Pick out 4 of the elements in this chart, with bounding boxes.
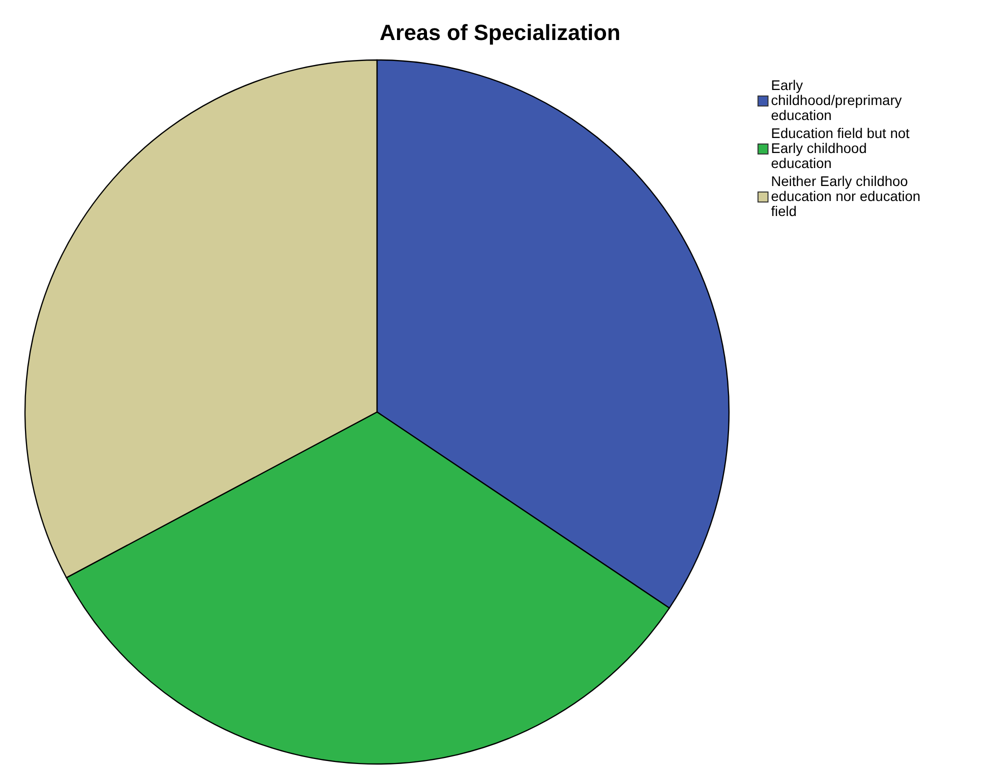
legend-label: Early childhood/preprimary education: [771, 77, 902, 123]
legend-label: Education field but not Early childhood education: [771, 125, 910, 171]
legend-label: Neither Early childhoo education nor education field: [771, 173, 920, 219]
chart-title: Areas of Specialization: [380, 20, 620, 45]
